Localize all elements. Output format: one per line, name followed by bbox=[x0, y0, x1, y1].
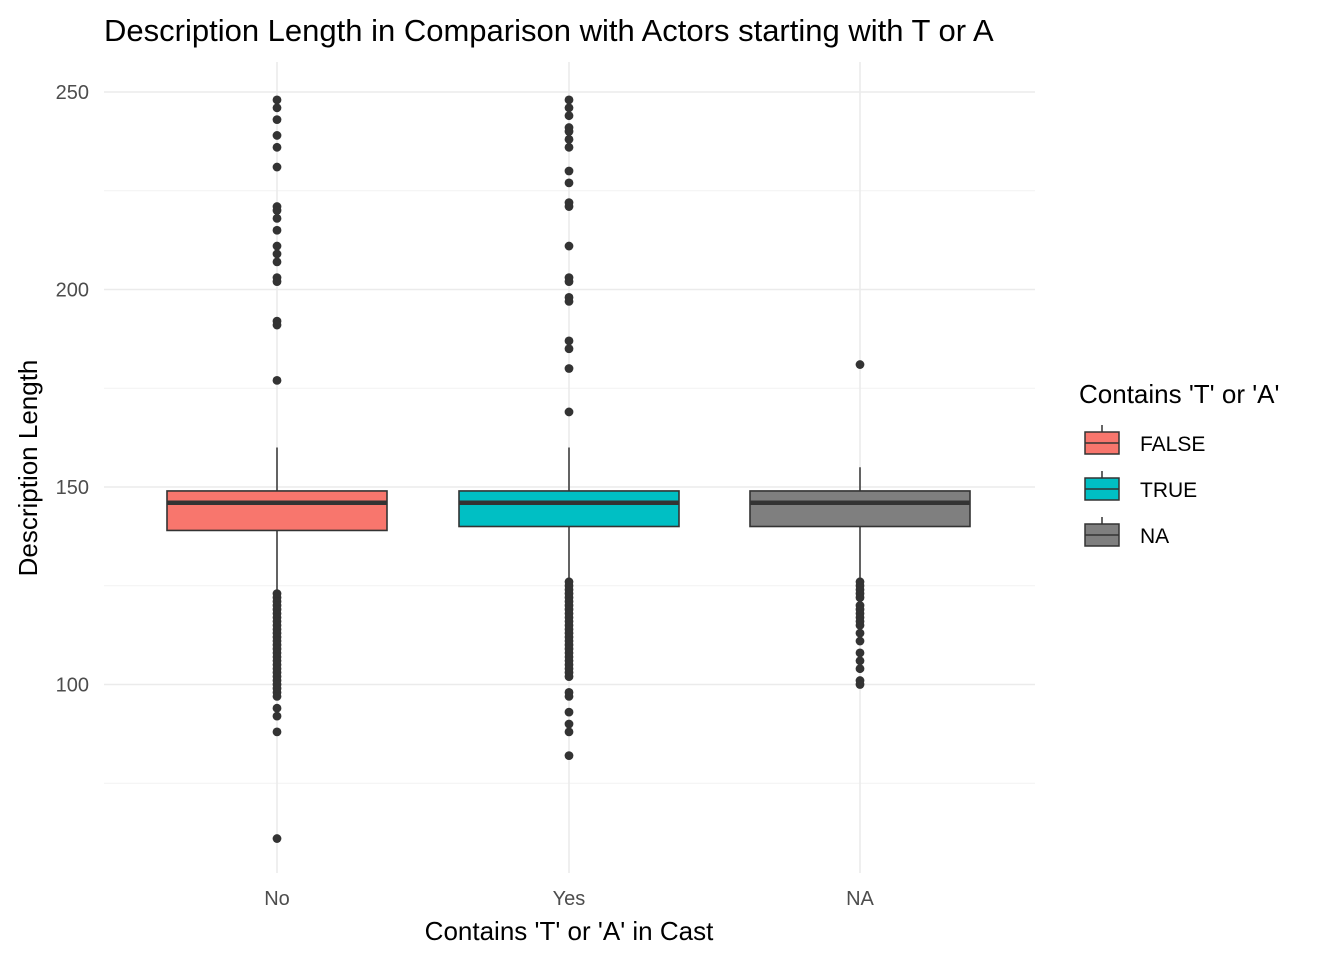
outlier-point bbox=[272, 103, 282, 113]
x-tick-label: NA bbox=[846, 888, 874, 910]
outlier-point bbox=[272, 249, 282, 259]
outlier-point bbox=[272, 225, 282, 235]
outlier-point bbox=[564, 202, 574, 211]
box-body bbox=[458, 490, 680, 528]
outlier-point bbox=[564, 407, 574, 417]
legend: Contains 'T' or 'A' FALSE TRUE NA bbox=[1079, 379, 1279, 548]
outlier-point bbox=[272, 320, 282, 330]
y-axis-ticks: 100 150 200 250 bbox=[56, 82, 89, 697]
x-axis-title: Contains 'T' or 'A' in Cast bbox=[425, 916, 714, 946]
outlier-point bbox=[272, 277, 282, 286]
outlier-point bbox=[855, 360, 865, 369]
outlier-point bbox=[855, 656, 865, 666]
y-tick-label: 100 bbox=[56, 675, 89, 697]
outlier-point bbox=[564, 296, 574, 306]
legend-title: Contains 'T' or 'A' bbox=[1079, 379, 1279, 409]
outlier-point bbox=[855, 648, 865, 658]
outlier-point bbox=[855, 628, 865, 638]
legend-label: NA bbox=[1140, 525, 1169, 548]
y-tick-label: 250 bbox=[56, 82, 89, 104]
box-na bbox=[749, 360, 971, 689]
outlier-point bbox=[272, 375, 282, 385]
outlier-point bbox=[272, 711, 282, 721]
outlier-point bbox=[564, 672, 574, 681]
outlier-point bbox=[564, 336, 574, 346]
chart-title: Description Length in Comparison with Ac… bbox=[104, 13, 994, 48]
outlier-point bbox=[564, 142, 574, 152]
outlier-point bbox=[272, 95, 282, 105]
outlier-point bbox=[564, 111, 574, 121]
x-tick-label: No bbox=[264, 888, 290, 910]
box-body bbox=[166, 490, 388, 532]
legend-label: TRUE bbox=[1140, 479, 1197, 502]
outlier-point bbox=[272, 703, 282, 713]
outlier-point bbox=[272, 206, 282, 215]
x-tick-label: Yes bbox=[553, 888, 586, 910]
outlier-point bbox=[855, 664, 865, 674]
y-axis-title: Description Length bbox=[13, 360, 43, 577]
outlier-point bbox=[272, 257, 282, 267]
y-tick-label: 150 bbox=[56, 477, 89, 499]
outlier-point bbox=[564, 727, 574, 737]
outlier-point bbox=[564, 178, 574, 188]
outlier-point bbox=[272, 834, 282, 843]
box-no bbox=[166, 95, 388, 843]
outlier-point bbox=[855, 680, 865, 689]
outlier-point bbox=[272, 241, 282, 251]
outlier-point bbox=[272, 214, 282, 223]
box-body bbox=[749, 490, 971, 528]
outlier-point bbox=[564, 364, 574, 373]
outlier-point bbox=[272, 131, 282, 140]
boxes bbox=[166, 95, 971, 843]
outlier-point bbox=[564, 241, 574, 251]
outlier-point bbox=[855, 593, 865, 602]
x-axis-ticks: No Yes NA bbox=[264, 888, 874, 910]
outlier-point bbox=[564, 166, 574, 176]
outlier-point bbox=[564, 95, 574, 105]
outlier-point bbox=[564, 103, 574, 113]
outlier-point bbox=[855, 620, 865, 630]
legend-key-false bbox=[1084, 425, 1120, 455]
outlier-point bbox=[272, 115, 282, 125]
box-yes bbox=[458, 95, 680, 760]
outlier-point bbox=[564, 691, 574, 701]
outlier-point bbox=[272, 142, 282, 152]
legend-key-true bbox=[1084, 471, 1120, 501]
outlier-point bbox=[272, 691, 282, 701]
outlier-point bbox=[855, 636, 865, 646]
outlier-point bbox=[564, 277, 574, 286]
outlier-point bbox=[272, 727, 282, 737]
outlier-point bbox=[272, 162, 282, 172]
outlier-point bbox=[564, 707, 574, 717]
outlier-point bbox=[564, 344, 574, 354]
outlier-point bbox=[564, 719, 574, 729]
legend-key-na bbox=[1084, 517, 1120, 547]
outlier-point bbox=[564, 135, 574, 144]
y-tick-label: 200 bbox=[56, 280, 89, 302]
outlier-point bbox=[564, 127, 574, 136]
outlier-point bbox=[564, 751, 574, 760]
legend-label: FALSE bbox=[1140, 433, 1205, 456]
